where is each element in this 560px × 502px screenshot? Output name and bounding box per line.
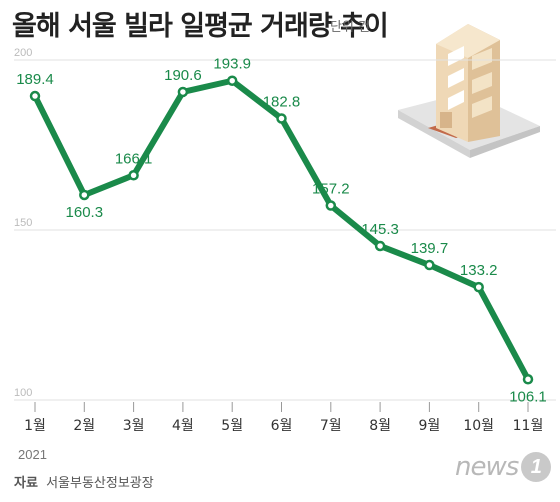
logo-mark: 1 — [521, 452, 552, 482]
x-tick-label: 9월 — [419, 418, 441, 434]
data-point — [128, 170, 139, 181]
data-label: 160.3 — [66, 204, 104, 221]
data-point — [177, 86, 189, 98]
y-tick-label: 100 — [14, 387, 32, 399]
x-tick-label: 4월 — [172, 418, 194, 434]
data-label: 189.4 — [16, 71, 54, 88]
y-tick-label: 200 — [14, 47, 32, 59]
data-label: 190.6 — [164, 67, 202, 84]
data-label: 193.9 — [213, 56, 251, 73]
unit-label: 단위 건 — [330, 20, 371, 35]
x-tick-label: 8월 — [369, 418, 391, 434]
data-label: 182.8 — [263, 93, 301, 110]
source-text: 서울부동산정보광장 — [46, 476, 154, 491]
data-point — [79, 189, 90, 201]
source-label: 자료 — [14, 476, 38, 491]
x-tick-label: 6월 — [271, 418, 293, 434]
x-tick-label: 5월 — [221, 418, 243, 434]
x-tick-label: 7월 — [320, 418, 342, 434]
year-label: 2021 — [18, 447, 47, 462]
x-tick-label: 11월 — [513, 418, 544, 434]
x-tick-label: 3월 — [123, 418, 145, 434]
chart-title: 올해 서울 빌라 일평균 거래량 추이 — [12, 11, 389, 42]
data-label: 139.7 — [411, 240, 449, 257]
source-note: 자료 서울부동산정보광장 — [14, 472, 154, 491]
data-point — [522, 374, 534, 385]
data-label: 145.3 — [361, 221, 399, 238]
x-tick-label: 10월 — [463, 418, 494, 434]
data-label: 157.2 — [312, 181, 350, 198]
data-point — [325, 200, 337, 211]
building-illustration — [398, 24, 540, 158]
data-label: 166.1 — [115, 150, 153, 167]
x-tick-label: 2월 — [73, 418, 95, 434]
data-label: 133.2 — [460, 262, 498, 279]
data-point — [29, 90, 41, 102]
logo-word: news — [455, 452, 519, 482]
data-point — [374, 240, 386, 252]
news1-logo: news 1 — [455, 452, 552, 482]
data-label: 106.1 — [509, 388, 547, 405]
data-point — [226, 75, 238, 86]
data-point — [473, 281, 484, 293]
data-point — [276, 113, 287, 124]
data-point — [424, 259, 435, 271]
x-tick-label: 1월 — [24, 418, 46, 434]
y-tick-label: 150 — [14, 217, 32, 229]
